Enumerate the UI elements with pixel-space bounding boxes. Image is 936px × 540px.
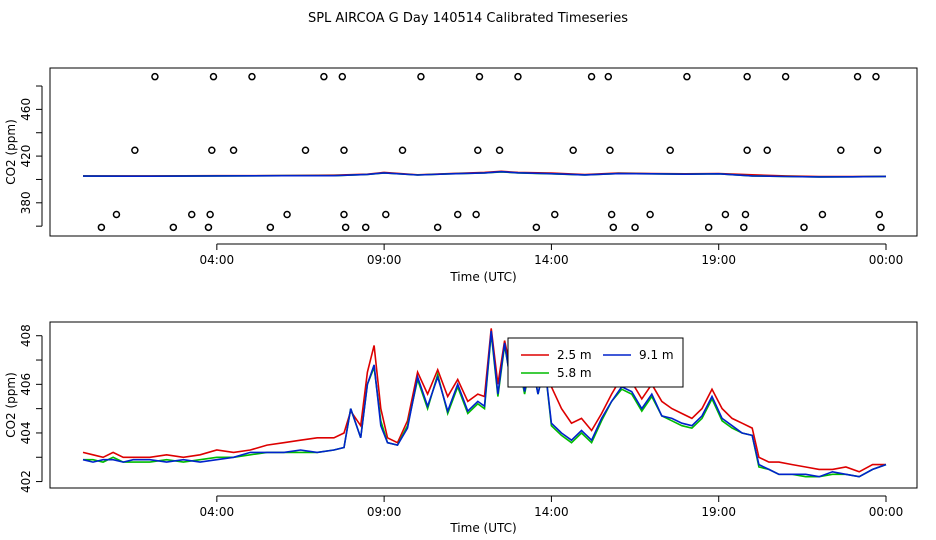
legend-label: 9.1 m — [639, 348, 674, 362]
top-panel-plot: 04:00 09:00 14:00 19:00 00:00 Time (UTC) 380 42… — [4, 67, 918, 284]
x-tick-label: 09:00 — [367, 253, 402, 267]
x-tick-label: 09:00 — [367, 505, 402, 519]
data-point — [587, 72, 596, 81]
plot-frame — [49, 67, 918, 237]
x-tick-label: 04:00 — [200, 253, 235, 267]
data-point — [398, 146, 407, 154]
data-point — [283, 210, 291, 219]
data-point — [151, 72, 159, 81]
x-tick-label: 00:00 — [869, 505, 904, 519]
data-point — [740, 223, 748, 232]
data-point — [781, 72, 790, 81]
data-point — [266, 223, 275, 232]
data-point — [341, 223, 350, 232]
data-point — [206, 210, 214, 219]
data-point — [532, 223, 541, 232]
data-point — [204, 223, 213, 232]
data-point — [97, 223, 106, 232]
data-point — [837, 146, 845, 154]
data-point — [721, 210, 730, 219]
y-tick-label: 460 — [19, 98, 33, 121]
data-point — [453, 210, 462, 219]
legend: 2.5 m 5.8 m 9.1 m — [507, 337, 684, 388]
x-axis-label: Time (UTC) — [449, 270, 516, 284]
data-point — [187, 210, 196, 219]
data-point — [433, 223, 442, 232]
y-tick-label: 380 — [19, 191, 33, 214]
data-point — [112, 210, 121, 219]
y-tick-label: 420 — [19, 145, 33, 168]
data-point — [472, 210, 480, 219]
data-point — [209, 72, 218, 81]
data-point — [340, 146, 348, 154]
data-point — [743, 146, 751, 154]
y-tick-label: 408 — [19, 324, 33, 347]
x-tick-label: 19:00 — [701, 505, 736, 519]
data-point — [631, 223, 639, 232]
data-point — [606, 146, 614, 154]
y-axis-label: CO2 (ppm) — [4, 372, 18, 438]
x-tick-label: 00:00 — [869, 253, 904, 267]
x-tick-label: 19:00 — [701, 253, 736, 267]
y-axis-label: CO2 (ppm) — [4, 119, 18, 185]
data-point — [646, 210, 654, 219]
y-tick-label: 404 — [19, 422, 33, 445]
data-point — [320, 72, 328, 81]
data-point — [340, 210, 348, 219]
x-tick-label: 04:00 — [200, 505, 235, 519]
data-point — [382, 210, 390, 219]
data-point — [609, 223, 618, 232]
data-point — [551, 210, 559, 219]
data-point — [208, 146, 216, 154]
data-point — [514, 72, 522, 81]
data-point — [338, 72, 347, 81]
data-point — [683, 72, 691, 81]
x-axis-label: Time (UTC) — [449, 521, 516, 535]
data-point — [818, 210, 827, 219]
data-point — [474, 146, 482, 154]
data-point — [248, 72, 256, 81]
data-point — [763, 146, 771, 154]
data-point — [853, 72, 862, 81]
data-point — [475, 72, 484, 81]
data-point — [569, 146, 577, 154]
data-point — [873, 146, 882, 154]
data-point — [743, 72, 751, 81]
data-point — [666, 146, 674, 154]
data-point — [607, 210, 616, 219]
x-tick-label: 14:00 — [534, 505, 569, 519]
y-tick-label: 402 — [19, 470, 33, 493]
data-point — [877, 223, 885, 232]
series-line-9-1-m — [82, 330, 887, 478]
figure-title: SPL AIRCOA G Day 140514 Calibrated Times… — [308, 11, 628, 26]
data-point — [361, 223, 370, 232]
legend-box — [507, 337, 684, 388]
data-point — [872, 72, 880, 81]
legend-label: 2.5 m — [557, 348, 592, 362]
bottom-panel-plot: 04:00 09:00 14:00 19:00 00:00 Time (UTC) 402 40… — [4, 321, 918, 535]
y-tick-label: 406 — [19, 373, 33, 396]
data-point — [229, 146, 238, 154]
data-point — [875, 210, 884, 219]
data-point — [301, 146, 310, 154]
data-point — [169, 223, 178, 232]
series-line-9-1-m — [82, 170, 887, 178]
legend-label: 5.8 m — [557, 366, 592, 380]
data-point — [800, 223, 808, 232]
data-point — [417, 72, 425, 81]
x-tick-label: 14:00 — [534, 253, 569, 267]
plot-frame — [49, 321, 918, 489]
data-point — [741, 210, 750, 219]
data-point — [131, 146, 139, 154]
data-point — [495, 146, 504, 154]
data-point — [704, 223, 713, 232]
data-point — [604, 72, 613, 81]
